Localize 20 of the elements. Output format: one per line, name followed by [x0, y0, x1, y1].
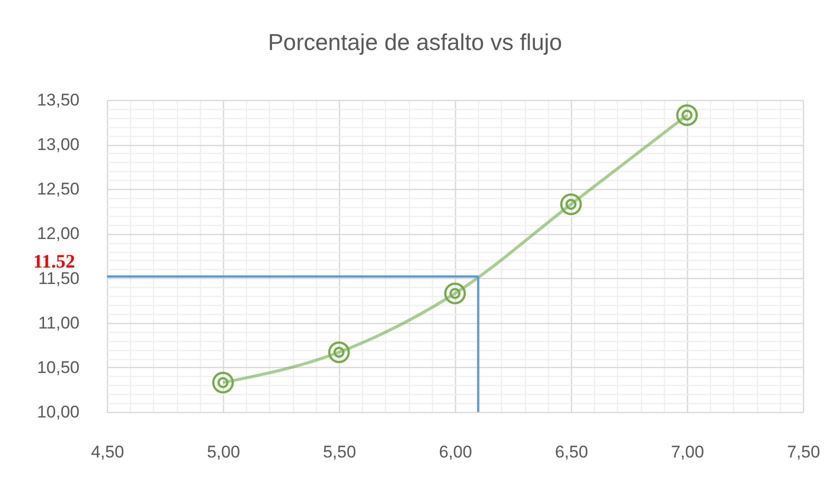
y-tick-label: 11,00: [38, 313, 80, 332]
x-tick-label: 4,50: [90, 442, 124, 462]
y-tick-label: 12,00: [36, 224, 80, 244]
x-tick-label: 5,50: [322, 442, 356, 462]
point: [444, 282, 466, 304]
x-tick-label: 5,00: [206, 442, 240, 462]
point: [676, 104, 698, 126]
y-tick-label: 13,00: [36, 135, 80, 154]
x-tick-label: 7,00: [670, 442, 704, 462]
x-tick-label: 6,50: [554, 442, 588, 462]
point: [328, 341, 350, 364]
y-tick-label: 10,50: [36, 358, 80, 377]
x-tick-label: 6,00: [438, 442, 472, 462]
y-tick-label: 12,50: [36, 180, 80, 199]
point: [212, 372, 234, 394]
chart-title: Porcentaje de asfalto vs flujo: [268, 29, 562, 55]
point: [560, 193, 582, 216]
y-tick-label: 13,50: [36, 90, 80, 110]
x-tick-label: 7,50: [786, 442, 820, 462]
y-tick-label: 10,00: [36, 402, 80, 422]
